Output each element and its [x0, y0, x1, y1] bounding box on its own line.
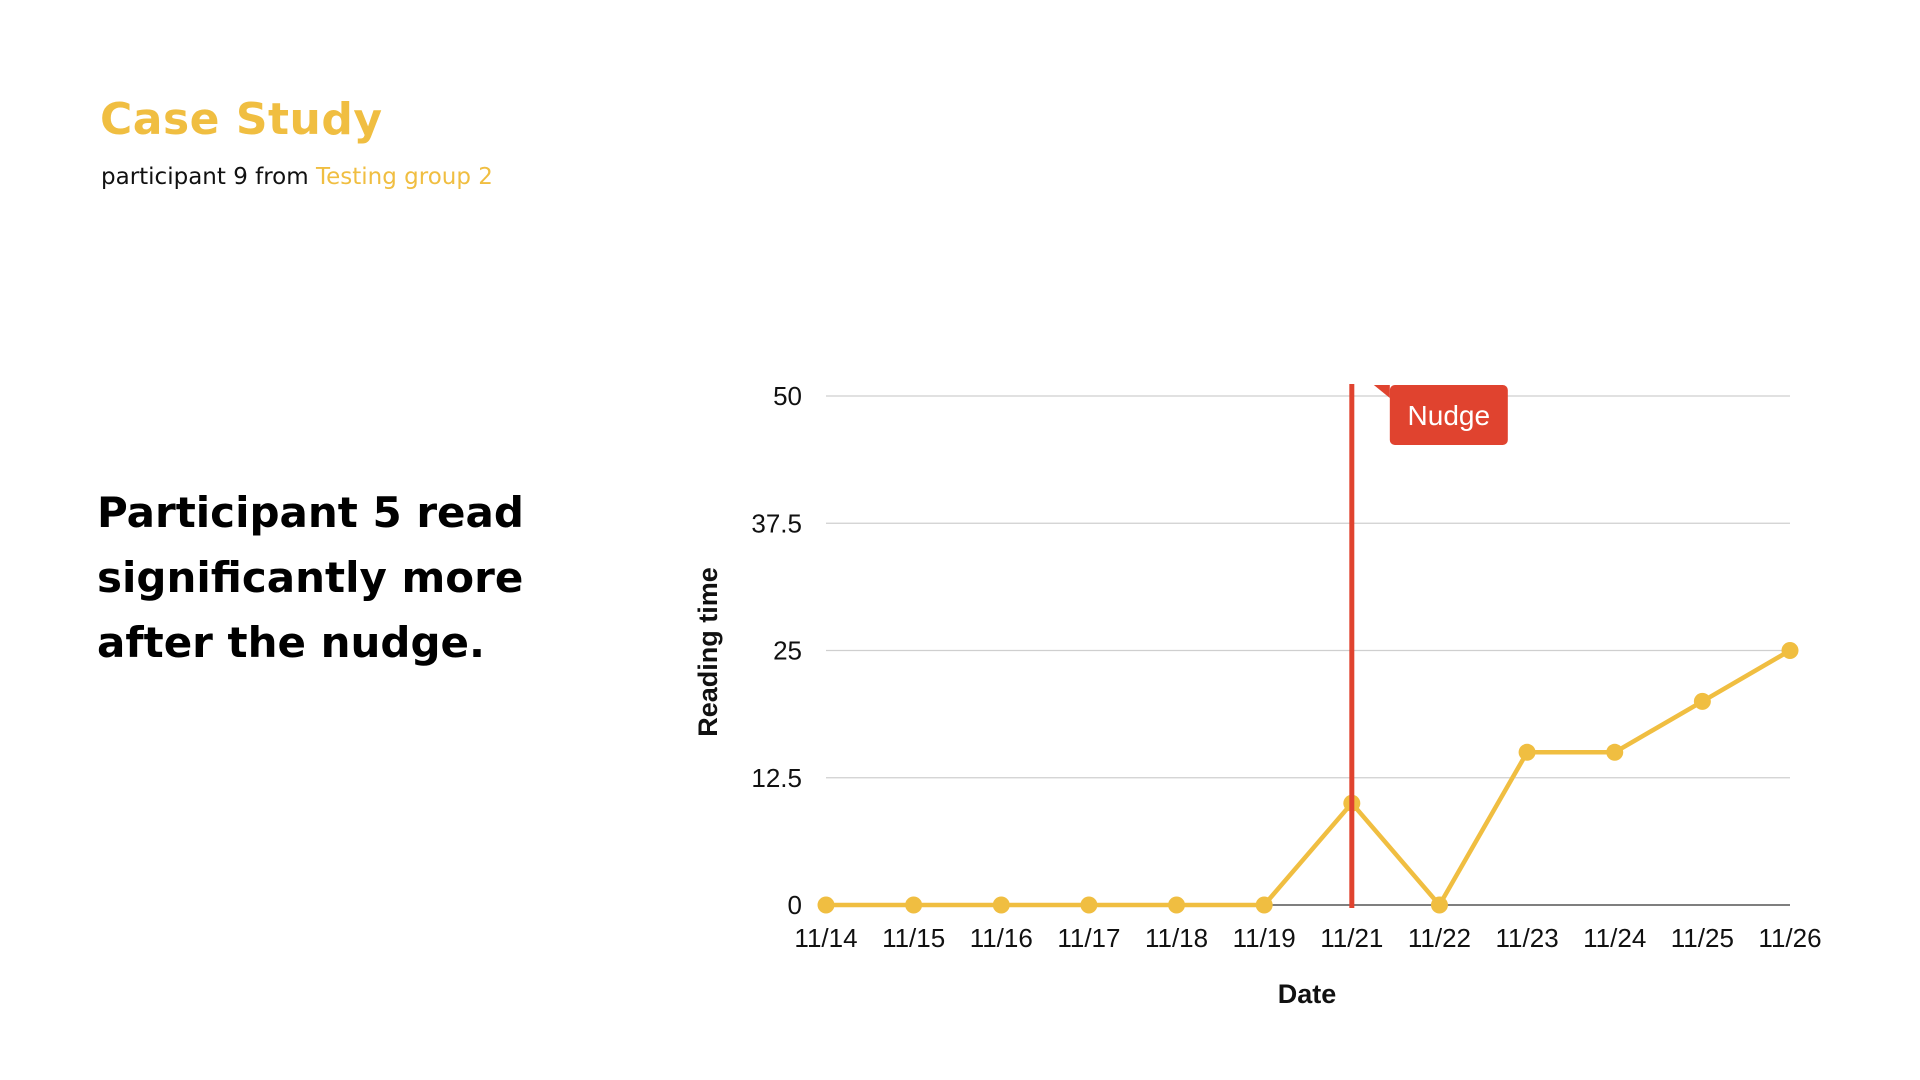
page-title: Case Study [100, 94, 383, 145]
nudge-flag [1389, 385, 1508, 445]
data-point [1781, 642, 1799, 659]
y-tick-label: 0 [788, 890, 802, 920]
x-tick-labels: 11/14 11/15 11/16 11/17 11/18 11/19 11/21 11/22… [794, 923, 1821, 953]
data-point [1168, 896, 1186, 914]
y-tick-labels: 0 12.5 25 37.5 50 [751, 381, 802, 920]
y-tick-label: 37.5 [751, 508, 802, 538]
x-tick-label: 11/19 [1233, 923, 1296, 953]
x-tick-label: 11/15 [882, 923, 945, 953]
data-point [817, 896, 835, 914]
data-point [1255, 896, 1273, 914]
data-point [1430, 896, 1448, 914]
x-axis-label: Date [1278, 979, 1337, 1009]
headline-line-1: Participant 5 read [97, 488, 524, 537]
headline-line-3: after the nudge. [97, 618, 485, 667]
x-tick-label: 11/14 [794, 923, 857, 953]
data-point [1693, 692, 1711, 710]
x-tick-label: 11/21 [1320, 923, 1383, 953]
y-tick-label: 50 [773, 381, 802, 411]
data-point [1080, 896, 1098, 914]
x-tick-label: 11/23 [1496, 923, 1559, 953]
y-tick-label: 25 [773, 636, 802, 666]
x-tick-label: 11/24 [1583, 923, 1646, 953]
series-reading-time [817, 642, 1799, 914]
data-point [1518, 743, 1536, 761]
series-line [823, 648, 1793, 908]
subtitle-group-link: Testing group 2 [315, 164, 493, 190]
nudge-annotation: Nudge [1349, 384, 1508, 908]
x-tick-label: 11/18 [1145, 923, 1208, 953]
data-point [905, 896, 923, 914]
x-tick-label: 11/17 [1057, 923, 1120, 953]
nudge-flag-pointer [1373, 385, 1390, 398]
nudge-label: Nudge [1408, 400, 1491, 431]
subtitle-prefix: participant 9 from [101, 164, 316, 190]
data-point [992, 896, 1010, 914]
data-point [1606, 743, 1624, 761]
headline-line-2: significantly more [97, 553, 524, 602]
x-tick-label: 11/16 [970, 923, 1033, 953]
grid-lines [826, 395, 1790, 906]
headline: Participant 5 read significantly more af… [97, 480, 557, 675]
x-tick-label: 11/25 [1671, 923, 1734, 953]
y-axis-label: Reading time [693, 567, 723, 737]
page-subtitle: participant 9 from Testing group 2 [101, 166, 493, 189]
y-tick-label: 12.5 [751, 763, 802, 793]
x-tick-label: 11/22 [1408, 923, 1471, 953]
x-tick-label: 11/26 [1758, 923, 1821, 953]
